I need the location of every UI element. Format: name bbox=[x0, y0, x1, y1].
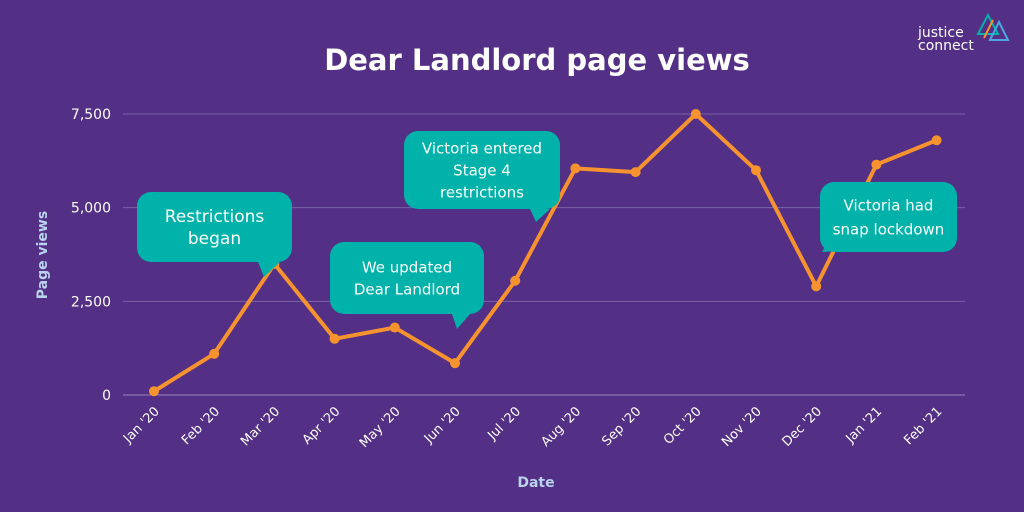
callout-text: Victoria entered bbox=[422, 139, 542, 157]
chart-title: Dear Landlord page views bbox=[324, 43, 750, 77]
data-point bbox=[751, 165, 761, 176]
x-tick-label: Oct '20 bbox=[661, 404, 705, 448]
logo-triangles-icon bbox=[976, 12, 1010, 41]
x-tick-label: May '20 bbox=[357, 404, 404, 451]
data-point bbox=[329, 333, 340, 344]
y-tick-label: 7,500 bbox=[71, 107, 111, 123]
callout-box bbox=[820, 182, 957, 252]
x-tick-label: Mar '20 bbox=[238, 404, 283, 449]
x-axis-ticks: Jan '20 Feb '20 Mar '20 Apr '20 May '20 Jun '… bbox=[120, 404, 945, 451]
callout-text: restrictions bbox=[440, 183, 524, 201]
y-axis-label: Page views bbox=[35, 211, 51, 299]
data-point bbox=[811, 281, 822, 292]
y-tick-label: 0 bbox=[102, 388, 111, 404]
callout: Victoria had snap lockdown bbox=[820, 182, 957, 252]
data-point bbox=[149, 386, 159, 397]
data-point bbox=[510, 275, 521, 286]
callout-box bbox=[330, 242, 484, 314]
y-tick-label: 5,000 bbox=[71, 201, 111, 217]
series-layer bbox=[149, 109, 942, 397]
logo-line-1: justice bbox=[917, 25, 964, 41]
callout: Victoria entered Stage 4 restrictions bbox=[404, 131, 560, 222]
callout-text: Restrictions bbox=[165, 207, 265, 227]
x-tick-label: Feb '21 bbox=[901, 404, 945, 448]
y-axis-ticks: 0 2,500 5,000 7,500 bbox=[71, 107, 111, 404]
x-tick-label: Jun '20 bbox=[421, 404, 464, 447]
x-tick-label: Apr '20 bbox=[300, 404, 344, 448]
callout: We updated Dear Landlord bbox=[330, 242, 484, 329]
x-tick-label: Aug '20 bbox=[539, 404, 585, 450]
logo-line-2: connect bbox=[918, 38, 974, 54]
callout-box bbox=[137, 192, 292, 262]
x-axis-label: Date bbox=[517, 475, 554, 491]
data-point bbox=[389, 322, 400, 333]
callout-text: began bbox=[188, 229, 241, 249]
x-tick-label: Nov '20 bbox=[719, 404, 765, 450]
callout-text: Dear Landlord bbox=[354, 280, 460, 298]
y-tick-label: 2,500 bbox=[71, 294, 111, 310]
data-point bbox=[931, 135, 942, 146]
x-tick-label: Jan '20 bbox=[120, 404, 163, 447]
x-tick-label: Jul '20 bbox=[484, 404, 524, 444]
x-tick-label: Sep '20 bbox=[599, 404, 644, 449]
data-point bbox=[570, 163, 581, 174]
callout-tail bbox=[822, 228, 850, 252]
data-point bbox=[630, 167, 641, 178]
x-tick-label: Dec '20 bbox=[779, 404, 825, 450]
data-point bbox=[871, 159, 882, 170]
callout-tail bbox=[258, 262, 280, 277]
data-point bbox=[690, 109, 701, 119]
callout-text: Victoria had bbox=[844, 196, 934, 214]
x-tick-label: Jan '21 bbox=[843, 404, 886, 447]
callout-tail bbox=[452, 314, 470, 329]
x-tick-label: Feb '20 bbox=[179, 404, 223, 448]
data-point bbox=[209, 348, 220, 359]
callout-tail bbox=[530, 209, 550, 222]
logo: justice connect bbox=[917, 12, 1010, 54]
callout-box bbox=[404, 131, 560, 209]
callout-text: We updated bbox=[362, 258, 452, 276]
callout-text: snap lockdown bbox=[833, 220, 945, 238]
callout-text: Stage 4 bbox=[453, 161, 511, 179]
data-point bbox=[450, 358, 460, 369]
series-line bbox=[152, 112, 939, 394]
